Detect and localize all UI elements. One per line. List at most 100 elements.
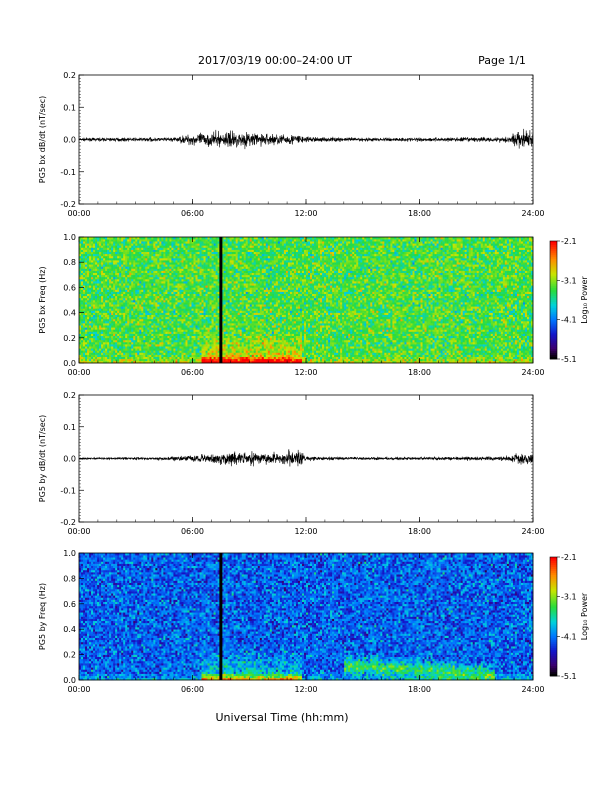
spectrogram-cell [212, 256, 214, 258]
spectrogram-cell [89, 317, 91, 319]
spectrogram-cell [103, 290, 105, 292]
spectrogram-cell [165, 290, 167, 292]
spectrogram-cell [81, 296, 83, 298]
spectrogram-cell [192, 298, 194, 300]
spectrogram-cell [157, 254, 159, 256]
spectrogram-cell [179, 266, 181, 268]
spectrogram-cell [206, 292, 208, 294]
spectrogram-cell [212, 241, 214, 243]
spectrogram-cell [121, 315, 123, 317]
spectrogram-cell [173, 248, 175, 250]
spectrogram-cell [236, 266, 238, 268]
spectrogram-cell [117, 308, 119, 310]
spectrogram-cell [226, 308, 228, 310]
spectrogram-cell [141, 300, 143, 302]
spectrogram-cell [93, 292, 95, 294]
spectrogram-cell [111, 323, 113, 325]
spectrogram-cell [159, 266, 161, 268]
spectrogram-cell [177, 348, 179, 350]
spectrogram-cell [198, 285, 200, 287]
spectrogram-cell [200, 323, 202, 325]
spectrogram-cell [210, 346, 212, 348]
spectrogram-cell [177, 287, 179, 289]
spectrogram-cell [91, 296, 93, 298]
spectrogram-cell [192, 262, 194, 264]
spectrogram-cell [83, 300, 85, 302]
spectrogram-cell [83, 321, 85, 323]
spectrogram-cell [97, 245, 99, 247]
spectrogram-cell [175, 271, 177, 273]
spectrogram-cell [109, 327, 111, 329]
spectrogram-cell [141, 271, 143, 273]
spectrogram-cell [206, 283, 208, 285]
spectrogram-cell [87, 327, 89, 329]
spectrogram-cell [111, 317, 113, 319]
spectrogram-cell [232, 313, 234, 315]
spectrogram-cell [83, 327, 85, 329]
spectrogram-cell [165, 266, 167, 268]
spectrogram-cell [91, 285, 93, 287]
spectrogram-cell [202, 285, 204, 287]
spectrogram-cell [93, 342, 95, 344]
spectrogram-cell [206, 321, 208, 323]
spectrogram-cell [216, 260, 218, 262]
spectrogram-cell [202, 256, 204, 258]
spectrogram-cell [101, 344, 103, 346]
spectrogram-cell [181, 344, 183, 346]
spectrogram-cell [181, 248, 183, 250]
spectrogram-cell [99, 336, 101, 338]
spectrogram-cell [181, 357, 183, 359]
spectrogram-cell [137, 245, 139, 247]
spectrogram-cell [204, 308, 206, 310]
spectrogram-cell [127, 241, 129, 243]
spectrogram-cell [238, 262, 240, 264]
spectrogram-cell [119, 302, 121, 304]
spectrogram-cell [167, 353, 169, 355]
spectrogram-cell [105, 306, 107, 308]
spectrogram-cell [185, 359, 187, 361]
spectrogram-cell [234, 281, 236, 283]
spectrogram-cell [135, 279, 137, 281]
spectrogram-cell [93, 262, 95, 264]
spectrogram-cell [155, 308, 157, 310]
spectrogram-cell [238, 350, 240, 352]
spectrogram-cell [202, 302, 204, 304]
spectrogram-cell [204, 252, 206, 254]
spectrogram-cell [236, 327, 238, 329]
spectrogram-cell [149, 298, 151, 300]
spectrogram-cell [115, 245, 117, 247]
spectrogram-cell [123, 243, 125, 245]
spectrogram-cell [83, 338, 85, 340]
spectrogram-cell [99, 283, 101, 285]
spectrogram-cell [119, 273, 121, 275]
spectrogram-cell [101, 258, 103, 260]
spectrogram-cell [161, 340, 163, 342]
spectrogram-cell [228, 298, 230, 300]
spectrogram-cell [206, 304, 208, 306]
spectrogram-cell [189, 287, 191, 289]
spectrogram-cell [131, 275, 133, 277]
spectrogram-cell [236, 308, 238, 310]
spectrogram-cell [216, 277, 218, 279]
spectrogram-cell [224, 338, 226, 340]
spectrogram-cell [87, 254, 89, 256]
spectrogram-cell [202, 329, 204, 331]
spectrogram-cell [192, 340, 194, 342]
spectrogram-cell [141, 287, 143, 289]
spectrogram-cell [238, 357, 240, 359]
spectrogram-cell [153, 266, 155, 268]
spectrogram-cell [159, 306, 161, 308]
spectrogram-cell [198, 323, 200, 325]
spectrogram-cell [83, 269, 85, 271]
spectrogram-cell [123, 321, 125, 323]
spectrogram-cell [179, 248, 181, 250]
spectrogram-cell [97, 357, 99, 359]
spectrogram-cell [230, 317, 232, 319]
spectrogram-cell [147, 300, 149, 302]
spectrogram-cell [214, 332, 216, 334]
spectrogram-cell [115, 304, 117, 306]
spectrogram-cell [228, 348, 230, 350]
spectrogram-cell [141, 241, 143, 243]
spectrogram-cell [159, 342, 161, 344]
spectrogram-cell [189, 350, 191, 352]
